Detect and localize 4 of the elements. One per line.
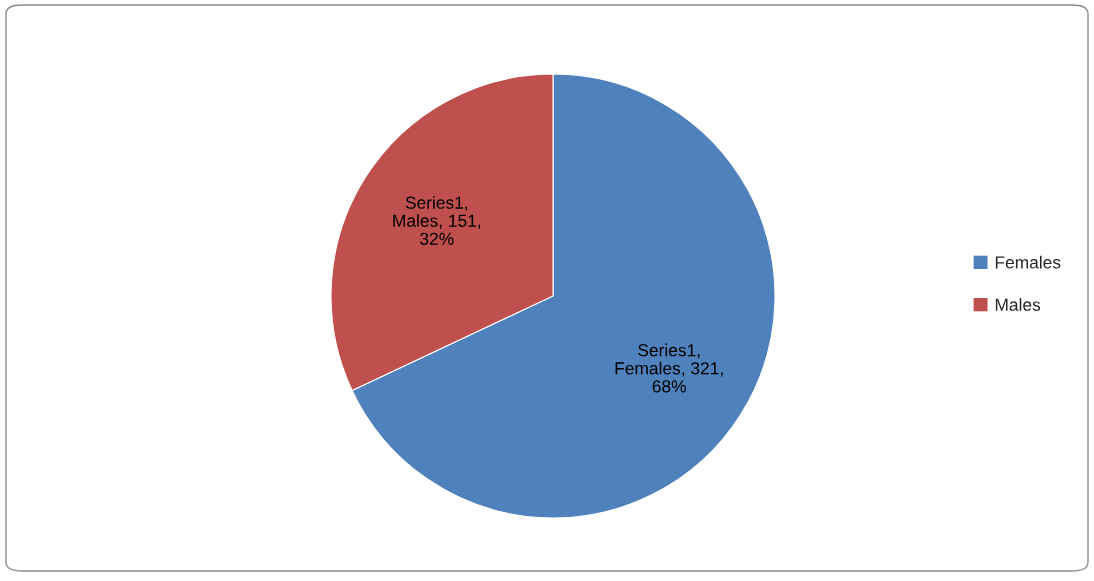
legend-label: Females	[995, 255, 1061, 269]
legend-label: Males	[995, 298, 1041, 311]
data-label: Series1, Females, 321, 68%	[615, 343, 723, 393]
data-label: Series1, Males, 151, 32%	[393, 196, 481, 245]
